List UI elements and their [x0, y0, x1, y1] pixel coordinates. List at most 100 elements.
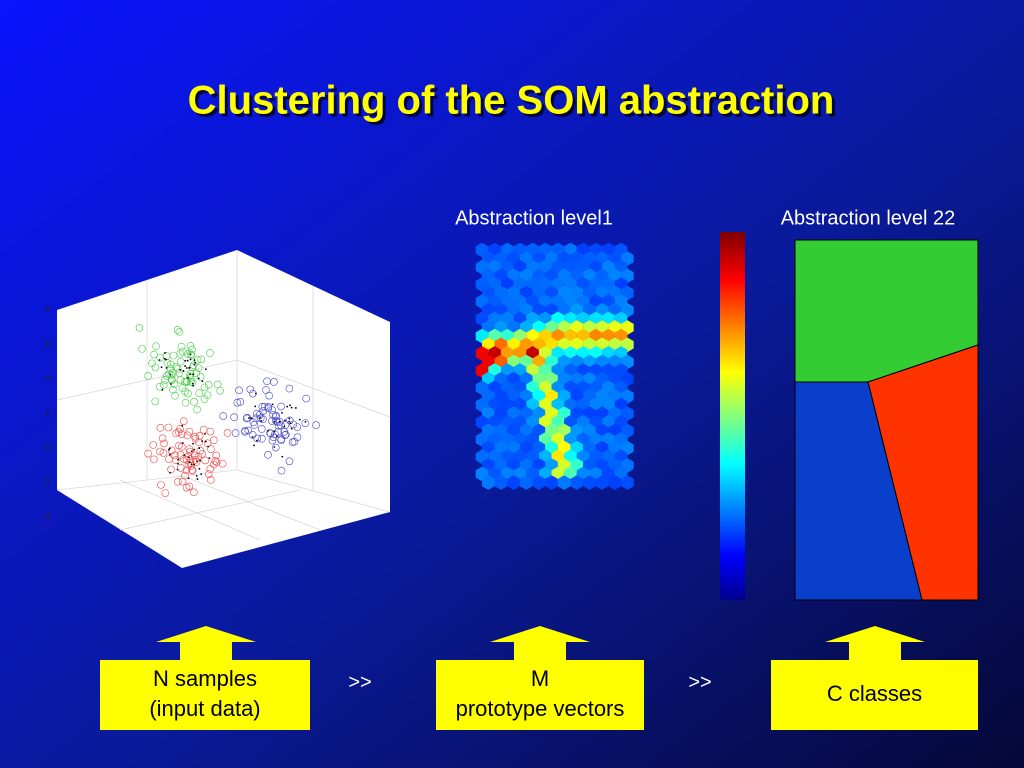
separator: >>	[348, 671, 371, 693]
point	[138, 345, 146, 353]
colorbar	[720, 232, 745, 600]
point	[196, 446, 205, 455]
point	[254, 405, 257, 408]
point	[281, 421, 290, 429]
point	[200, 473, 203, 476]
point	[164, 423, 173, 432]
hex-cell	[557, 475, 571, 490]
point	[151, 397, 160, 406]
cube-grid	[56, 250, 391, 541]
point	[166, 360, 175, 369]
point	[187, 477, 190, 480]
hex-cell	[532, 475, 546, 490]
point	[144, 449, 152, 458]
point	[189, 373, 191, 376]
up-arrow	[825, 626, 925, 662]
point	[286, 405, 289, 408]
hex-cell	[621, 475, 634, 490]
point	[173, 326, 182, 334]
box-text: (input data)	[149, 696, 260, 721]
point	[257, 425, 266, 433]
point	[282, 430, 290, 439]
point	[253, 434, 262, 443]
point	[190, 398, 198, 406]
point	[163, 359, 172, 367]
point	[158, 359, 161, 361]
point	[293, 423, 302, 431]
z-tick-label: 2	[46, 409, 51, 418]
point	[284, 419, 286, 422]
point	[270, 378, 278, 386]
point	[251, 436, 254, 438]
point	[163, 357, 166, 360]
point	[149, 441, 157, 449]
point	[169, 471, 172, 474]
point	[246, 385, 255, 394]
point	[187, 456, 190, 459]
point	[168, 448, 171, 451]
point	[161, 489, 170, 497]
point	[190, 451, 199, 460]
point	[177, 430, 186, 438]
point	[289, 422, 292, 425]
point	[200, 383, 209, 392]
point	[281, 455, 284, 458]
z-tick-label: 6	[46, 340, 51, 349]
point	[198, 467, 201, 470]
point	[271, 443, 280, 452]
point	[281, 411, 283, 414]
point	[289, 420, 298, 429]
point	[189, 361, 198, 370]
point	[259, 417, 262, 420]
z-tick-label: -4	[43, 512, 51, 521]
point	[203, 391, 212, 400]
point	[186, 342, 195, 350]
point	[181, 424, 184, 427]
point	[285, 384, 294, 393]
hex-cell	[507, 475, 520, 490]
point	[196, 460, 198, 463]
point	[191, 382, 194, 385]
point	[204, 470, 213, 478]
point	[193, 463, 195, 466]
z-tick-label: 4	[46, 374, 51, 383]
point	[150, 455, 158, 464]
point	[159, 449, 168, 457]
point	[177, 458, 179, 461]
point	[183, 431, 192, 440]
point	[184, 350, 192, 358]
point	[190, 450, 193, 453]
point	[135, 324, 144, 332]
point	[156, 353, 165, 362]
point	[242, 414, 251, 423]
point	[259, 407, 268, 415]
point	[250, 417, 253, 420]
point	[258, 402, 267, 411]
point	[161, 376, 169, 384]
separator: >>	[688, 671, 711, 693]
point	[192, 369, 201, 378]
point	[285, 457, 294, 466]
point	[182, 466, 191, 475]
point	[184, 365, 187, 367]
point	[196, 478, 199, 480]
point	[194, 452, 203, 461]
arrows	[156, 626, 925, 662]
box-text: prototype vectors	[456, 696, 625, 721]
point	[265, 391, 274, 400]
class-region	[794, 381, 923, 601]
point	[190, 463, 193, 466]
point	[277, 436, 285, 445]
hex-cell	[519, 475, 533, 490]
point	[277, 466, 286, 475]
point	[262, 386, 270, 394]
point	[204, 432, 206, 435]
point	[248, 417, 250, 419]
point	[179, 347, 187, 356]
point	[288, 417, 291, 420]
point	[210, 460, 218, 469]
point	[199, 459, 202, 462]
point	[181, 471, 189, 480]
point	[210, 436, 218, 445]
